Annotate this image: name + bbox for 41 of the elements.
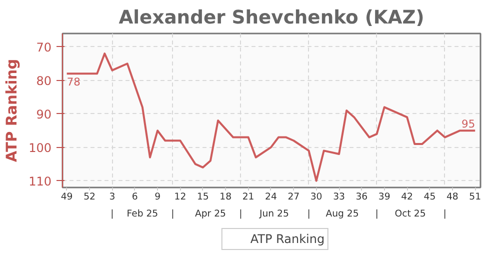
x-tick-label: 6 <box>132 192 138 202</box>
x-tick-label: 30 <box>310 192 322 202</box>
x-tick-label: 42 <box>401 192 413 202</box>
x-tick-label: 33 <box>333 192 346 202</box>
x-tick-label: 45 <box>424 192 436 202</box>
data-label: 95 <box>462 118 476 131</box>
x2-tick-label: Aug 25 <box>326 208 359 220</box>
x2-tick-label: Feb 25 <box>126 208 158 220</box>
data-label: 78 <box>66 76 81 89</box>
y-tick-label: 90 <box>36 107 52 122</box>
text: ATP Ranking <box>250 232 325 246</box>
x-tick-label: 18 <box>220 192 232 202</box>
x2-tick-label: | <box>443 208 446 220</box>
x2-tick-label: Apr 25 <box>194 208 226 220</box>
x-tick-label: 21 <box>242 192 254 202</box>
x2-tick-label: Oct 25 <box>394 208 426 220</box>
x-tick-label: 52 <box>84 192 96 202</box>
chart-title: Alexander Shevchenko (KAZ) <box>118 8 424 28</box>
x-tick-label: 24 <box>265 192 277 202</box>
x-tick-label: 3 <box>109 192 116 202</box>
y-tick-label: 100 <box>28 140 52 155</box>
x-tick-label: 12 <box>174 192 186 202</box>
x2-tick-label: Jun 25 <box>258 208 289 220</box>
x-tick-label: 9 <box>154 192 161 202</box>
x-tick-label: 36 <box>356 192 368 202</box>
x2-tick-label: | <box>171 208 174 220</box>
x-tick-label: 39 <box>378 192 390 202</box>
x-tick-label: 27 <box>288 192 300 202</box>
y-tick-label: 80 <box>36 74 52 88</box>
x-tick-label: 48 <box>446 192 458 202</box>
x2-tick-label: | <box>239 208 242 220</box>
y-tick-label: 70 <box>36 40 52 54</box>
y-axis-title: ATP Ranking <box>4 58 21 162</box>
y-tick-label: 110 <box>28 174 52 188</box>
x2-tick-label: | <box>110 208 114 220</box>
x2-tick-label: | <box>307 208 310 220</box>
x-tick-label: 15 <box>196 192 209 202</box>
x2-tick-label: | <box>375 208 378 220</box>
x-tick-label: 51 <box>469 192 482 202</box>
x-tick-label: 49 <box>60 192 73 202</box>
line-series <box>66 52 476 182</box>
